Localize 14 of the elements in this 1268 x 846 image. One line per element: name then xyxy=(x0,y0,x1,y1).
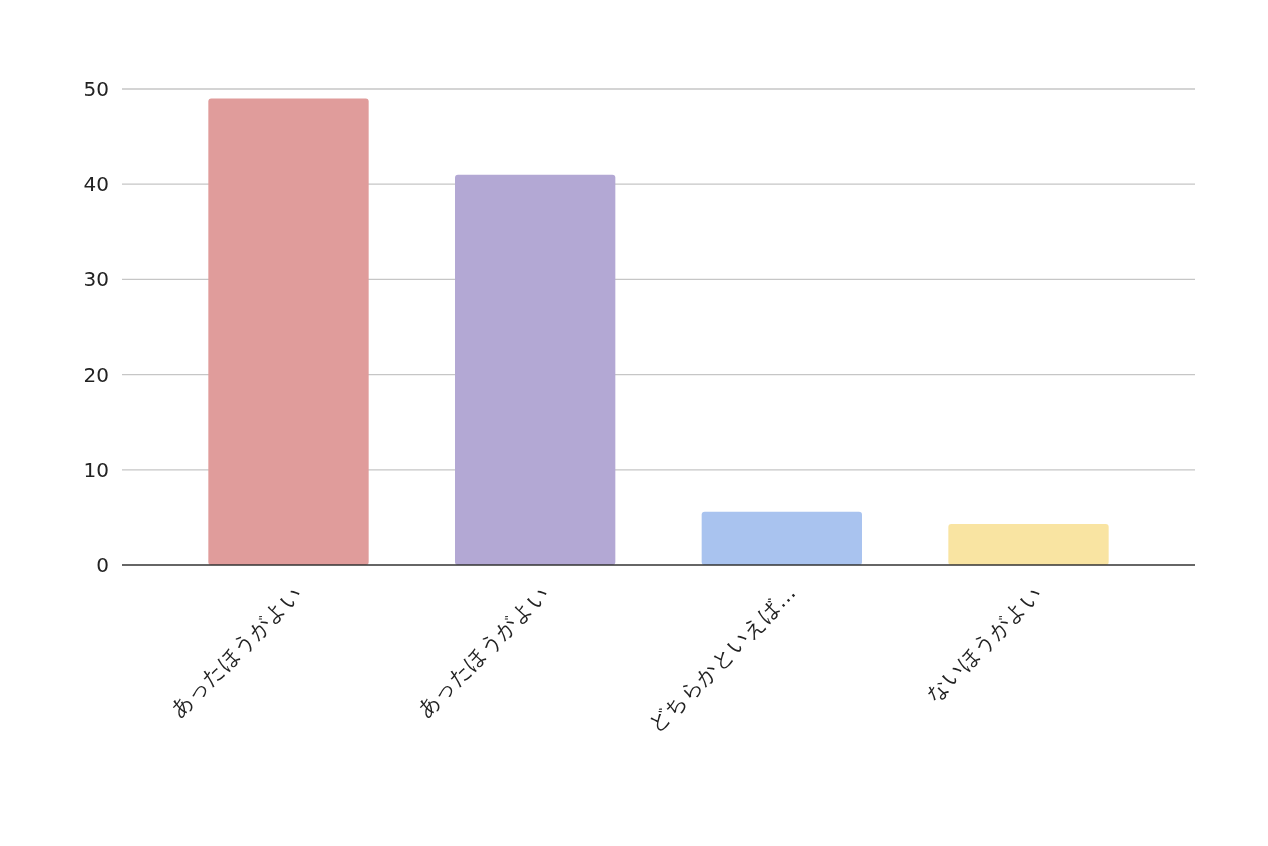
bar xyxy=(948,524,1109,565)
y-tick-label: 20 xyxy=(83,362,109,387)
x-tick-label: あったほうがよい xyxy=(412,580,554,722)
x-tick-label: ないほうがよい xyxy=(921,580,1047,707)
bar xyxy=(701,511,862,565)
y-tick-label: 50 xyxy=(83,77,109,101)
y-tick-label: 0 xyxy=(96,553,109,577)
bar xyxy=(208,98,369,565)
x-tick-label: どちらかといえば… xyxy=(644,580,801,737)
y-tick-label: 10 xyxy=(83,457,109,482)
bar xyxy=(455,174,616,565)
y-tick-label: 30 xyxy=(83,267,109,292)
y-tick-label: 40 xyxy=(83,172,109,197)
x-tick-label: あったほうがよい xyxy=(165,580,307,722)
